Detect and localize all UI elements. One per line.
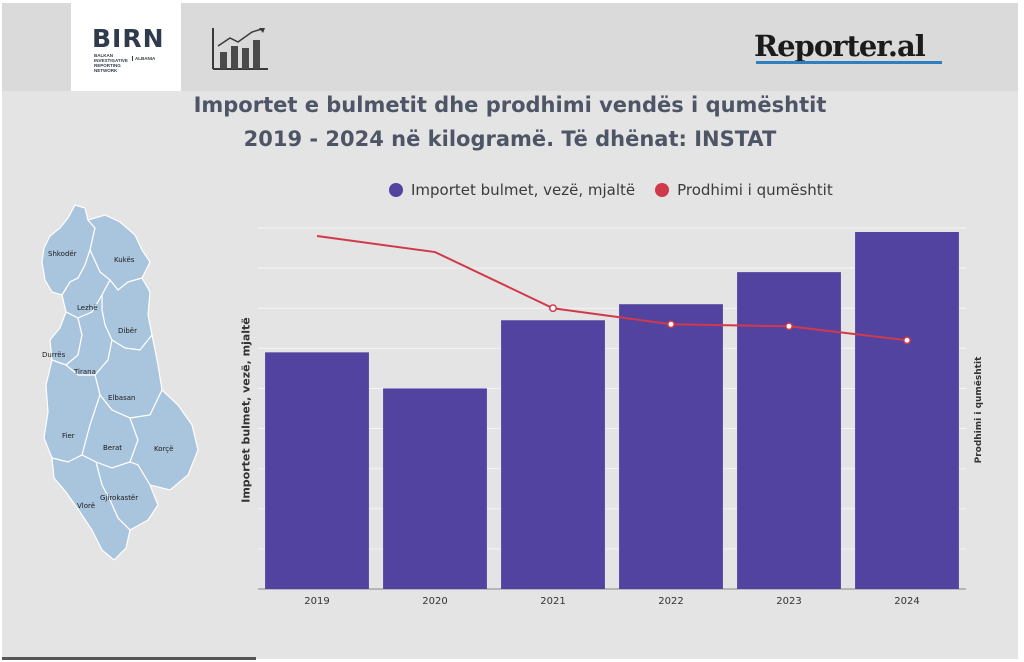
x-tick-label: 2021 [540,596,565,607]
bar [265,352,369,589]
bottom-rule [2,657,256,660]
chart-title-line2: 2019 - 2024 në kilogramë. Të dhënat: INS… [243,127,777,151]
region-korce [129,389,199,491]
bar-chart-icon [212,28,268,70]
map-shape [41,204,199,561]
x-tick-label: 2020 [422,596,447,607]
birn-country: ALBANIA [132,56,155,61]
map-label: Elbasan [108,394,135,402]
line-point [667,320,675,329]
line-point [549,304,557,313]
birn-subtitle: BALKAN INVESTIGATIVE REPORTING NETWORK [94,53,128,73]
bar [855,232,959,589]
legend: Importet bulmet, vezë, mjaltë Prodhimi i… [389,181,853,199]
bar [737,272,841,589]
map-label: Gjirokastër [100,494,138,502]
map-label: Dibër [118,327,137,335]
map-label: Kukës [114,256,135,264]
line-path [316,235,908,342]
region-vlore [51,454,131,561]
bar-series [265,232,959,589]
map-label: Lezhë [77,304,98,312]
reporter-logo-underline [756,61,942,64]
map-label: Berat [103,444,122,452]
legend-item-imports: Importet bulmet, vezë, mjaltë [389,181,635,199]
bar [501,320,605,589]
x-tick-label: 2023 [776,596,801,607]
birn-logo-box [71,3,181,91]
y-axis-right-label: Prodhimi i qumështit [974,356,984,464]
legend-label-milk: Prodhimi i qumështit [677,181,833,199]
x-tick-label: 2022 [658,596,683,607]
map-label: Fier [62,432,75,440]
map-label: Vlorë [77,502,95,510]
map-label: Durrës [42,351,66,359]
legend-item-milk: Prodhimi i qumështit [655,181,833,199]
bar [383,388,487,589]
map-label: Shkodër [48,250,77,258]
line-series [316,235,911,345]
legend-marker-milk [655,183,670,197]
birn-logo: BIRN [92,24,165,53]
x-tick-labels: 2019 2020 2021 2022 2023 2024 [304,596,919,607]
grid-lines [258,227,966,590]
legend-label-imports: Importet bulmet, vezë, mjaltë [411,181,636,199]
legend-marker-imports [389,183,403,197]
bar [619,304,723,589]
map-label: Korçë [154,445,173,453]
chart-title-line1: Importet e bulmetit dhe prodhimi vendës … [193,93,827,117]
albania-map: Shkodër Kukës Lezhë Dibër Durrës Tirana Elbasa… [41,204,199,561]
reporter-logo: Reporter.al [754,29,926,63]
y-axis-left-label: Importet bulmet, vezë, mjaltë [239,317,253,503]
line-point [903,336,911,345]
x-tick-label: 2024 [894,596,919,607]
map-label: Tirana [73,368,96,376]
line-point [785,322,793,331]
x-tick-label: 2019 [304,596,329,607]
